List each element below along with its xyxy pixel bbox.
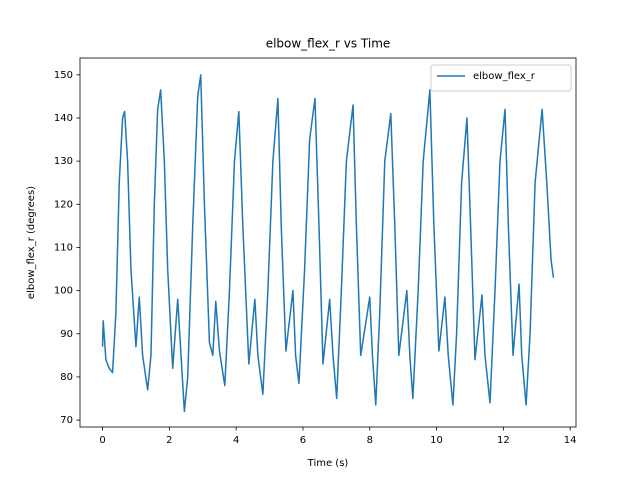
y-tick-label: 120 [54,199,73,210]
x-tick-label: 4 [233,435,239,446]
y-tick-label: 130 [54,156,73,167]
chart-title: elbow_flex_r vs Time [266,37,391,51]
x-tick-label: 12 [497,435,510,446]
x-tick-label: 8 [367,435,373,446]
x-tick-label: 14 [564,435,577,446]
legend-label: elbow_flex_r [473,71,536,82]
legend-box [430,64,572,92]
y-tick-label: 90 [60,329,73,340]
y-axis-label: elbow_flex_r (degrees) [26,186,37,299]
y-tick-label: 150 [54,70,73,81]
x-tick-label: 2 [166,435,172,446]
x-tick-label: 6 [300,435,306,446]
x-tick-label: 0 [99,435,105,446]
y-tick-label: 110 [54,242,73,253]
y-tick-label: 140 [54,113,73,124]
x-tick-label: 10 [430,435,443,446]
x-axis-label: Time (s) [307,458,349,469]
axes-frame [79,57,577,428]
y-tick-label: 100 [54,286,73,297]
data-line [101,74,555,413]
y-tick-label: 70 [60,415,73,426]
y-tick-label: 80 [60,372,73,383]
